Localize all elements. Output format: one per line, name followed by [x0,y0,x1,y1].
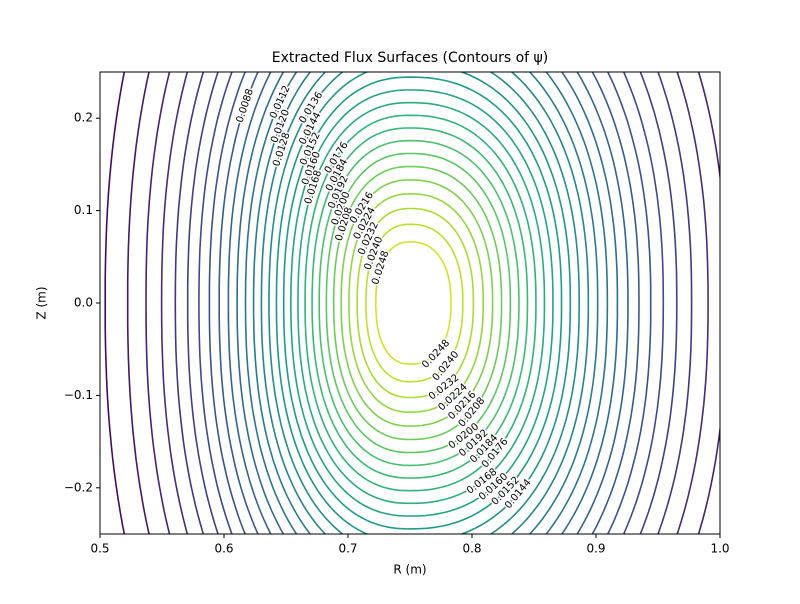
contour-line [340,179,494,427]
contour-line [104,72,126,534]
contour-line [208,72,652,534]
contour-line [126,72,150,534]
x-tick-label: 0.9 [586,542,605,556]
contour-line [325,152,512,454]
y-axis-label: Z (m) [35,286,49,319]
contour-line [198,72,665,534]
chart-title: Extracted Flux Surfaces (Contours of ψ) [272,50,548,66]
contour-line [332,165,503,441]
y-tick-label: 0.0 [74,296,93,310]
y-tick-label: 0.1 [74,203,93,217]
x-tick-label: 0.8 [462,542,481,556]
contour-line [290,89,554,517]
contour-line [218,72,640,534]
contour-line [145,72,720,534]
contour-line [318,139,520,467]
contour-line [244,72,609,534]
y-tick-label: −0.1 [64,388,93,402]
x-axis-label: R (m) [393,563,426,577]
contour-line [252,72,599,534]
y-tick-label: 0.2 [74,111,93,125]
contour-line [275,72,572,534]
y-tick-label: −0.2 [64,480,93,494]
x-tick-label: 0.7 [338,542,357,556]
x-tick-label: 0.6 [214,542,233,556]
contour-line [282,76,563,530]
contour-line [174,72,693,534]
x-tick-label: 1.0 [710,542,729,556]
contour-line [311,127,529,479]
contour-line [268,72,580,534]
contour-line [304,114,537,492]
contour-line [365,223,464,383]
contour-area: 0.0088 0.01120.01200.01280.01360.01440.01… [104,72,720,534]
contour-line [297,101,546,505]
contour-line [356,207,475,399]
contour-line [236,72,619,534]
contour-line [186,72,678,534]
contour-line [227,72,629,534]
contour-line [348,192,484,414]
x-tick-label: 0.5 [90,542,109,556]
contour-line [260,72,590,534]
contour-line [375,241,452,365]
contour-line [160,72,709,534]
